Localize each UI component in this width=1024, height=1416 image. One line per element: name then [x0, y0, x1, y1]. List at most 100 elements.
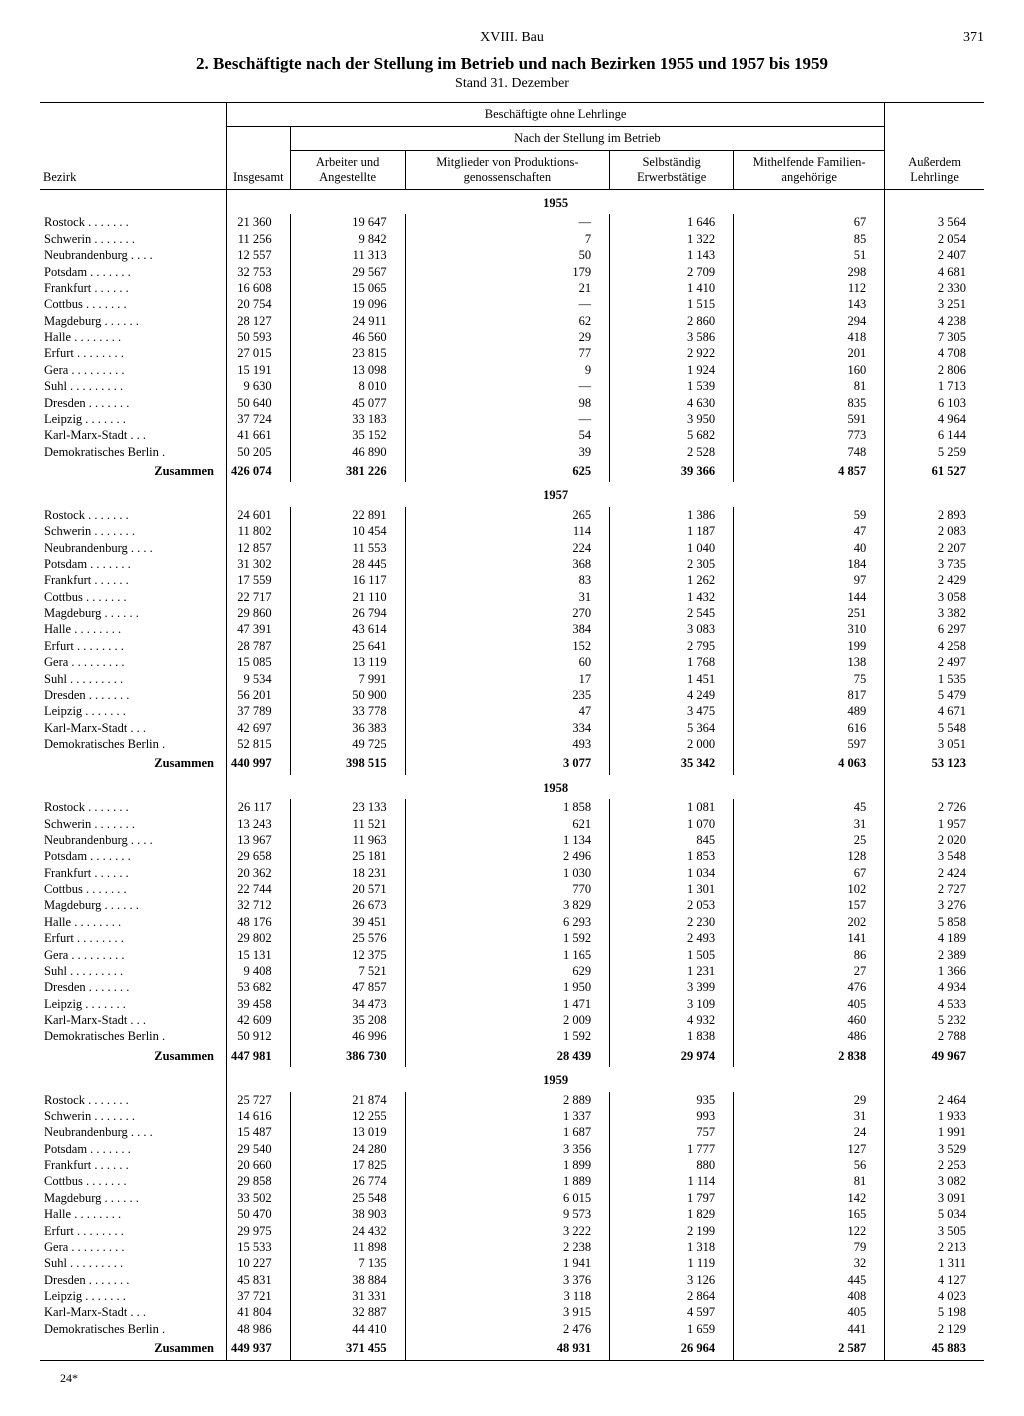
bezirk-cell: Demokratisches Berlin .	[40, 736, 227, 752]
cell: 37 789	[227, 703, 291, 719]
cell: 56 201	[227, 687, 291, 703]
cell: 1 924	[610, 362, 734, 378]
cell: 20 754	[227, 296, 291, 312]
cell: 67	[734, 865, 885, 881]
cell: 1 337	[405, 1108, 610, 1124]
cell: 31	[405, 589, 610, 605]
cell: 15 533	[227, 1239, 291, 1255]
cell: 22 744	[227, 881, 291, 897]
cell: 81	[734, 378, 885, 394]
cell: 102	[734, 881, 885, 897]
cell: 157	[734, 897, 885, 913]
cell: 4 533	[885, 996, 984, 1012]
cell: 38 884	[290, 1272, 405, 1288]
cell: 2 464	[885, 1092, 984, 1108]
cell: 2 795	[610, 638, 734, 654]
table-row: Neubrandenburg . . . . 12 55711 313501 1…	[40, 247, 984, 263]
cell: 2 129	[885, 1321, 984, 1337]
cell: 2 496	[405, 848, 610, 864]
cell: 3 505	[885, 1223, 984, 1239]
table-row: Rostock . . . . . . . 24 60122 8912651 3…	[40, 507, 984, 523]
cell: 2 213	[885, 1239, 984, 1255]
cell: 50 593	[227, 329, 291, 345]
page-title: 2. Beschäftigte nach der Stellung im Bet…	[40, 54, 984, 74]
cell: 2 330	[885, 280, 984, 296]
cell: 32 712	[227, 897, 291, 913]
cell: 16 608	[227, 280, 291, 296]
cell: 1 592	[405, 930, 610, 946]
cell: 1 040	[610, 540, 734, 556]
cell: 5 034	[885, 1206, 984, 1222]
cell: 97	[734, 572, 885, 588]
cell: 59	[734, 507, 885, 523]
cell: 7 305	[885, 329, 984, 345]
cell: 138	[734, 654, 885, 670]
cell: 3 109	[610, 996, 734, 1012]
col-bezirk: Bezirk	[40, 103, 227, 190]
cell: 32 753	[227, 264, 291, 280]
cell: 35 208	[290, 1012, 405, 1028]
bezirk-cell: Karl-Marx-Stadt . . .	[40, 720, 227, 736]
bezirk-cell: Magdeburg . . . . . .	[40, 1190, 227, 1206]
bezirk-cell: Dresden . . . . . . .	[40, 395, 227, 411]
cell: 5 232	[885, 1012, 984, 1028]
table-row: Magdeburg . . . . . . 29 86026 7942702 5…	[40, 605, 984, 621]
cell: 17 825	[290, 1157, 405, 1173]
table-row: Cottbus . . . . . . . 29 85826 7741 8891…	[40, 1173, 984, 1189]
table-row: Leipzig . . . . . . . 37 72433 183—3 950…	[40, 411, 984, 427]
cell: 11 521	[290, 816, 405, 832]
cell: 41 804	[227, 1304, 291, 1320]
cell: 26 673	[290, 897, 405, 913]
col-arbeiter: Arbeiter und Angestellte	[290, 151, 405, 190]
cell: 28 127	[227, 313, 291, 329]
cell: 6 015	[405, 1190, 610, 1206]
cell: 2 020	[885, 832, 984, 848]
cell: 86	[734, 947, 885, 963]
table-row: Cottbus . . . . . . . 22 74420 5717701 3…	[40, 881, 984, 897]
bezirk-cell: Karl-Marx-Stadt . . .	[40, 1012, 227, 1028]
cell: 15 065	[290, 280, 405, 296]
cell: 13 243	[227, 816, 291, 832]
cell: 2 253	[885, 1157, 984, 1173]
cell: 845	[610, 832, 734, 848]
cell: 50 640	[227, 395, 291, 411]
cell: 22 891	[290, 507, 405, 523]
cell: 81	[734, 1173, 885, 1189]
year-label: 1955	[227, 190, 885, 215]
cell: 835	[734, 395, 885, 411]
cell: 11 802	[227, 523, 291, 539]
col-ohne-lehrlinge: Beschäftigte ohne Lehrlinge	[227, 103, 885, 127]
table-row: Halle . . . . . . . . 48 17639 4516 2932…	[40, 914, 984, 930]
cell: 165	[734, 1206, 885, 1222]
cell: 25	[734, 832, 885, 848]
bezirk-cell: Potsdam . . . . . . .	[40, 1141, 227, 1157]
cell: 1 539	[610, 378, 734, 394]
cell: 41 661	[227, 427, 291, 443]
cell: 4 023	[885, 1288, 984, 1304]
table-row: Magdeburg . . . . . . 32 71226 6733 8292…	[40, 897, 984, 913]
bezirk-cell: Cottbus . . . . . . .	[40, 1173, 227, 1189]
cell: 50 470	[227, 1206, 291, 1222]
bezirk-cell: Rostock . . . . . . .	[40, 1092, 227, 1108]
cell: 334	[405, 720, 610, 736]
cell: 2 889	[405, 1092, 610, 1108]
bezirk-cell: Rostock . . . . . . .	[40, 799, 227, 815]
bezirk-cell: Cottbus . . . . . . .	[40, 589, 227, 605]
page-footer: 24*	[40, 1371, 984, 1386]
cell: 2 407	[885, 247, 984, 263]
cell: 1 301	[610, 881, 734, 897]
table-row: Schwerin . . . . . . . 11 80210 4541141 …	[40, 523, 984, 539]
cell: 24 911	[290, 313, 405, 329]
table-row: Dresden . . . . . . . 45 83138 8843 3763…	[40, 1272, 984, 1288]
cell: 1 034	[610, 865, 734, 881]
cell: 112	[734, 280, 885, 296]
cell: 33 502	[227, 1190, 291, 1206]
table-row: Erfurt . . . . . . . . 27 01523 815772 9…	[40, 345, 984, 361]
cell: 1 797	[610, 1190, 734, 1206]
table-row: Schwerin . . . . . . . 11 2569 84271 322…	[40, 231, 984, 247]
cell: 11 898	[290, 1239, 405, 1255]
cell: 43 614	[290, 621, 405, 637]
cell: 616	[734, 720, 885, 736]
cell: 2 497	[885, 654, 984, 670]
cell: 85	[734, 231, 885, 247]
